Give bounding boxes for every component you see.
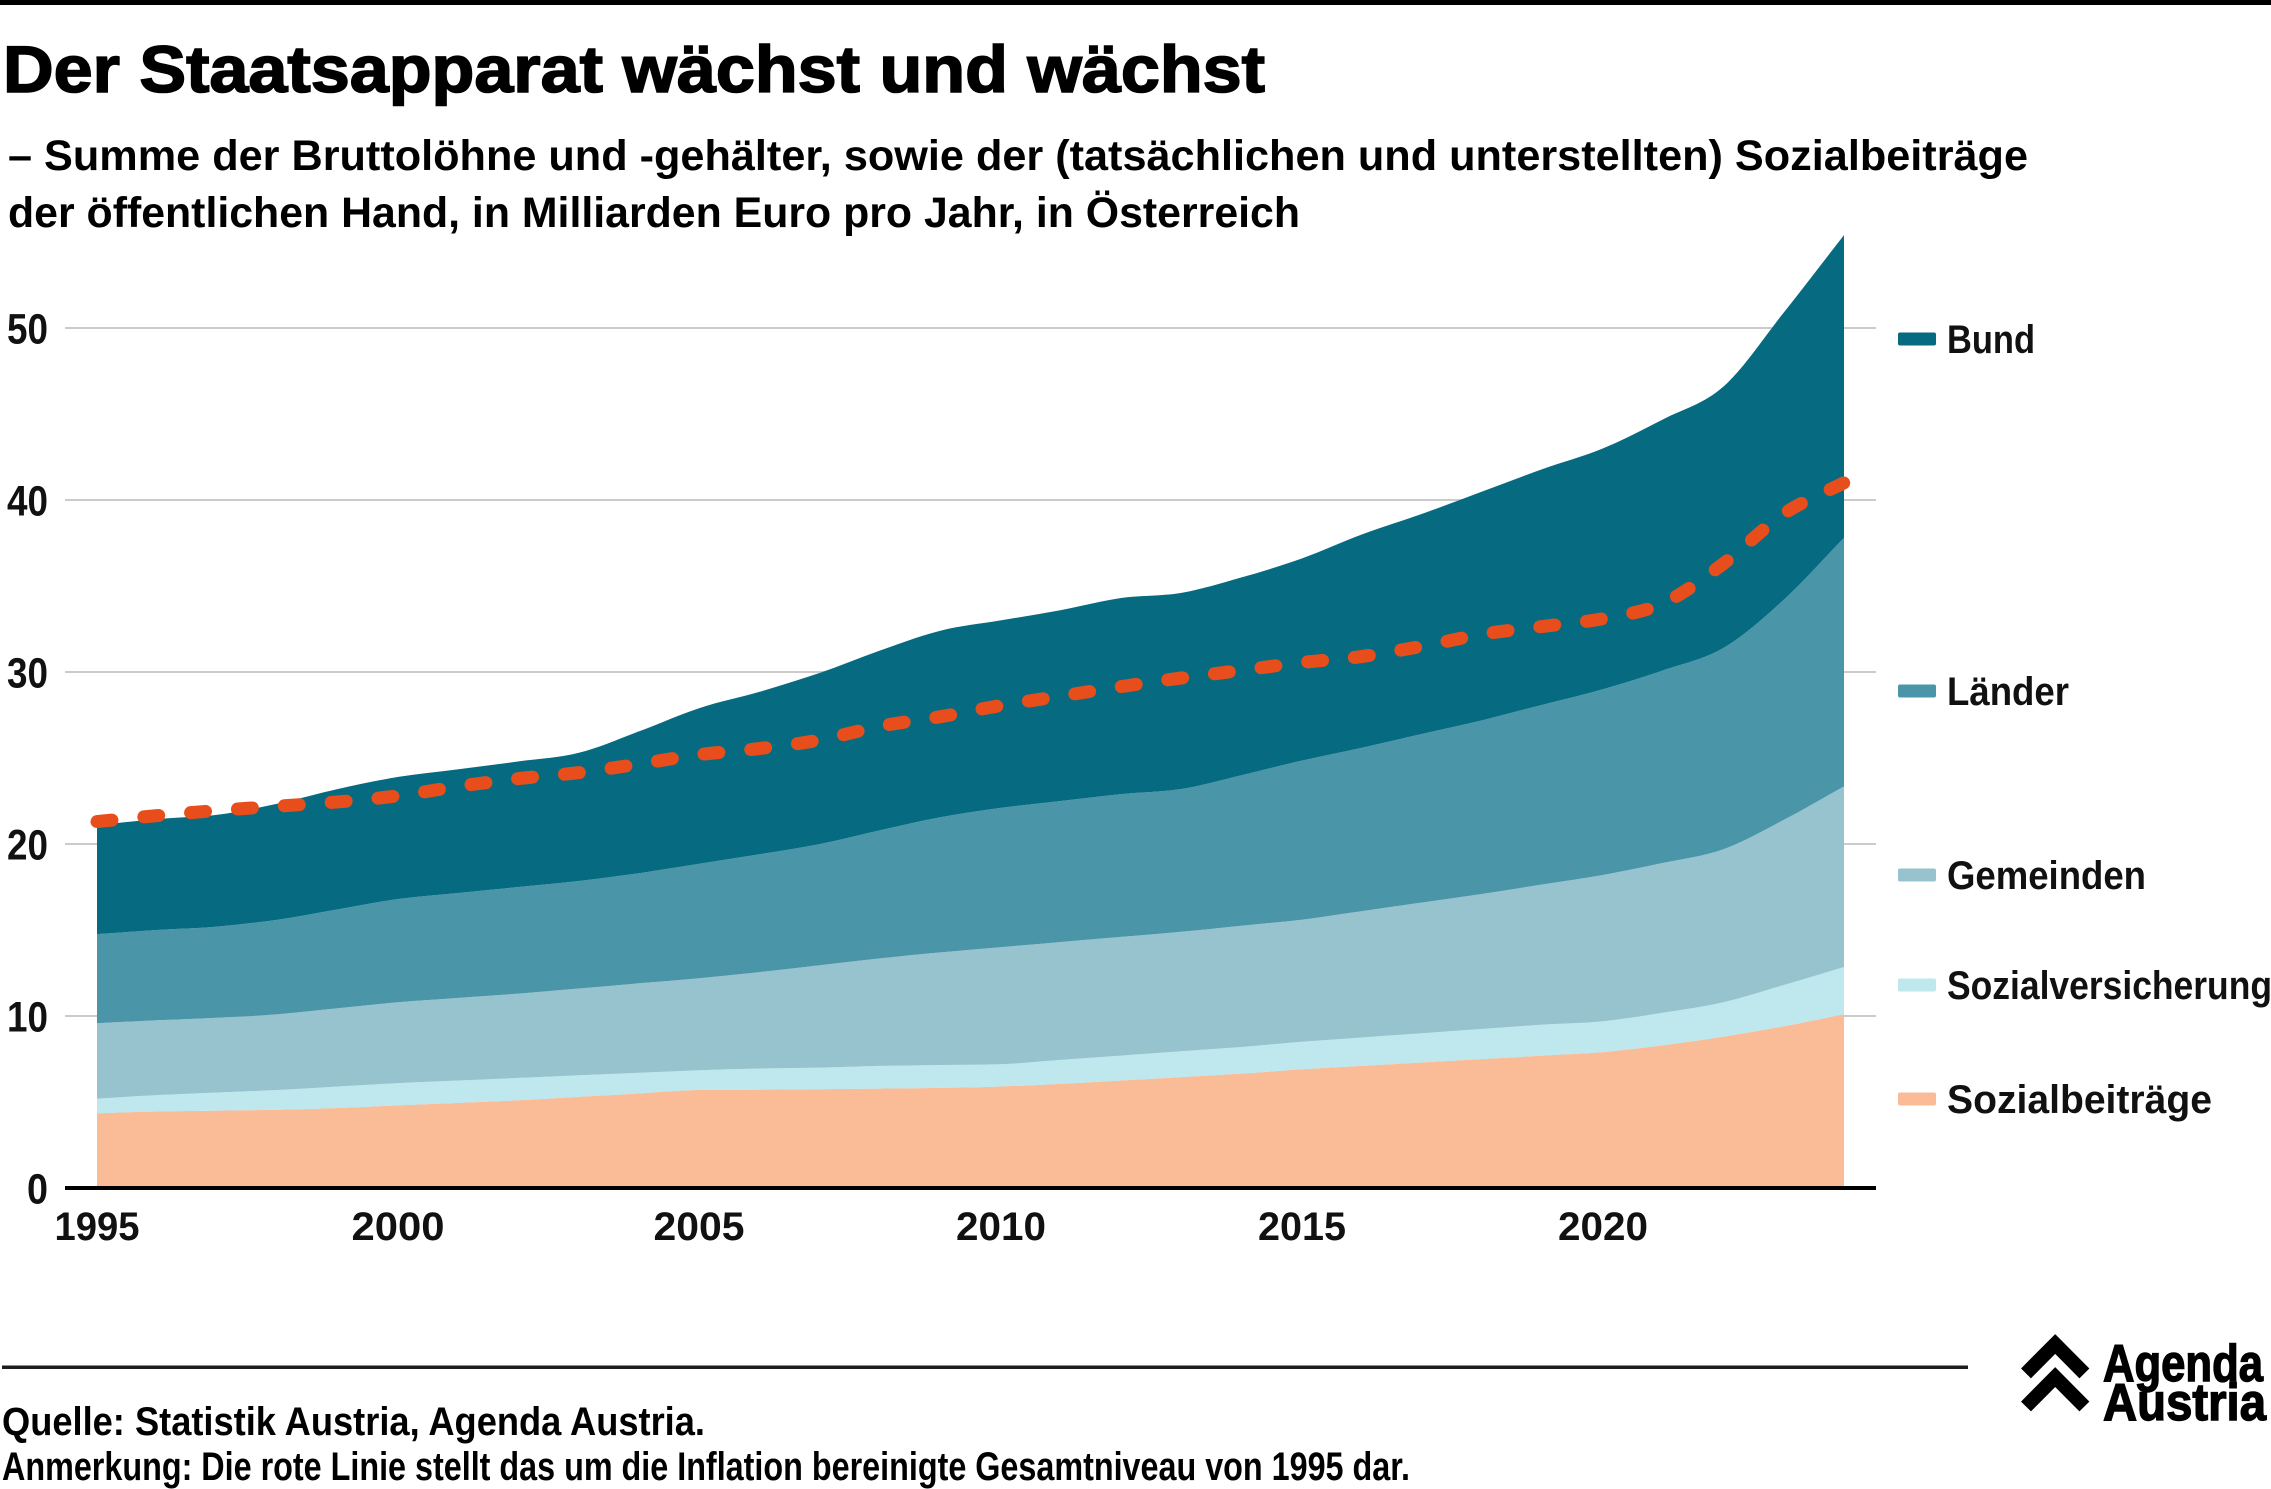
svg-text:1995: 1995 — [55, 1205, 140, 1249]
svg-text:10: 10 — [7, 994, 48, 1042]
svg-text:0: 0 — [27, 1166, 48, 1214]
svg-text:Austria: Austria — [2103, 1374, 2267, 1432]
svg-text:2020: 2020 — [1558, 1205, 1648, 1249]
svg-text:2015: 2015 — [1258, 1205, 1346, 1249]
svg-text:2010: 2010 — [956, 1205, 1046, 1249]
svg-text:der öffentlichen Hand, in Mill: der öffentlichen Hand, in Milliarden Eur… — [8, 189, 1300, 237]
svg-text:50: 50 — [7, 306, 48, 354]
svg-text:Der Staatsapparat wächst und w: Der Staatsapparat wächst und wächst — [3, 32, 1265, 106]
svg-text:Gemeinden: Gemeinden — [1947, 854, 2146, 898]
svg-text:Sozialbeiträge: Sozialbeiträge — [1947, 1078, 2212, 1122]
svg-text:Anmerkung: Die rote Linie stel: Anmerkung: Die rote Linie stellt das um … — [2, 1445, 1410, 1489]
svg-text:Agenda: Agenda — [2103, 1335, 2264, 1393]
svg-text:– Summe der Bruttolöhne und -g: – Summe der Bruttolöhne und -gehälter, s… — [8, 132, 2028, 180]
svg-text:40: 40 — [7, 478, 48, 526]
svg-text:2005: 2005 — [654, 1205, 745, 1249]
svg-text:Quelle: Statistik Austria, Age: Quelle: Statistik Austria, Agenda Austri… — [2, 1400, 705, 1444]
svg-text:Sozialversicherung: Sozialversicherung — [1947, 964, 2271, 1008]
svg-text:20: 20 — [7, 822, 48, 870]
svg-text:Bund: Bund — [1947, 318, 2035, 362]
svg-text:2000: 2000 — [352, 1205, 445, 1249]
svg-text:30: 30 — [7, 650, 48, 698]
svg-text:Länder: Länder — [1947, 670, 2069, 714]
